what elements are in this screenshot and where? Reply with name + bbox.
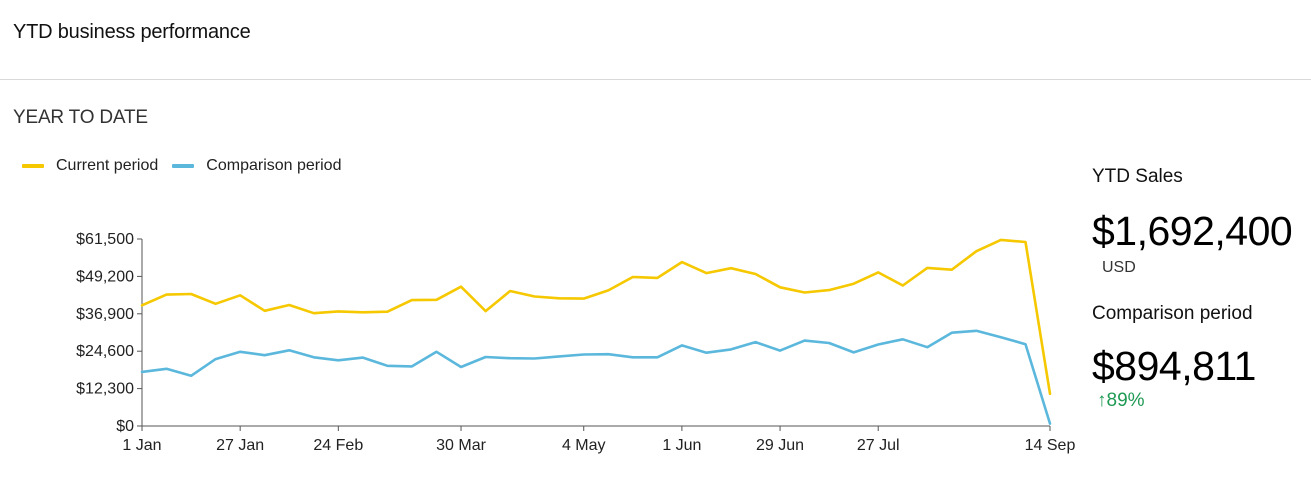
y-tick-label: $49,200 [76,268,134,285]
y-tick-label: $12,300 [76,381,134,398]
x-tick-label: 30 Mar [436,437,486,454]
change-percent: 89% [1106,390,1145,411]
y-tick-label: $0 [116,418,134,435]
legend-item-comparison-period[interactable]: Comparison period [172,157,341,175]
comparison-period-value: $894,811 [1092,343,1256,389]
series-line-current-period [140,238,1052,396]
section-label: YEAR TO DATE [13,107,148,128]
y-tick-label: $61,500 [76,231,134,248]
legend-swatch-comparison-period [172,164,195,168]
x-tick-label: 24 Feb [313,437,363,454]
series-line-comparison-period [140,329,1052,425]
ytd-sales-value: $1,692,400 [1092,208,1293,254]
legend-item-current-period[interactable]: Current period [22,157,158,175]
comparison-period-label: Comparison period [1092,303,1253,324]
x-tick-label: 14 Sep [1025,437,1076,454]
x-tick-label: 29 Jun [756,437,804,454]
x-tick-label: 27 Jul [857,437,900,454]
header-divider [0,79,1311,80]
legend-label-comparison-period: Comparison period [206,157,342,174]
chart-legend: Current period Comparison period [22,157,355,175]
ytd-sales-unit: USD [1102,259,1136,276]
line-chart: $0 $12,300 $24,600 $36,900 $49,200 $61,500 1 J… [76,231,1076,454]
ytd-sales-label: YTD Sales [1092,166,1183,187]
x-tick-label: 4 May [562,437,606,454]
legend-label-current-period: Current period [56,157,159,174]
panel-title: YTD business performance [13,21,251,43]
x-tick-label: 27 Jan [216,437,264,454]
y-tick-label: $36,900 [76,306,134,323]
y-tick-label: $24,600 [76,343,134,360]
x-tick-label: 1 Jun [662,437,701,454]
arrow-up-icon: ↑ [1097,390,1107,411]
change-indicator: ↑89% [1097,390,1145,412]
legend-swatch-current-period [22,164,44,168]
x-tick-label: 1 Jan [122,437,161,454]
